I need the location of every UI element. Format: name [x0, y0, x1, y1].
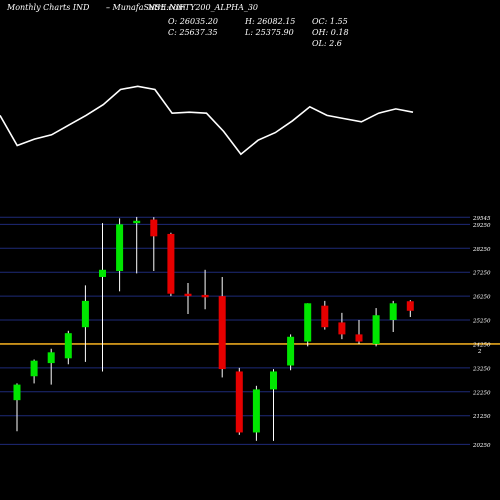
y-tick-label: 20250	[472, 443, 491, 449]
brand-label: Monthly Charts IND	[7, 3, 90, 12]
close-value: C: 25637.35	[168, 28, 218, 37]
candles	[13, 216, 414, 441]
y-tick-label: 24250	[472, 342, 491, 348]
y-tick-label: 21250	[472, 414, 491, 420]
candle-up-body	[47, 352, 55, 364]
price-grid	[0, 216, 500, 445]
candle-up-body	[270, 371, 277, 390]
candle-up-body	[13, 384, 21, 401]
symbol-label: NSE:NIFTY200_ALPHA_30	[148, 3, 259, 12]
y-tick-label: 26250	[472, 295, 491, 301]
candle-down-body	[355, 334, 363, 342]
candle-up-body	[133, 220, 141, 224]
candle-down-body	[321, 305, 329, 328]
candle-down-body	[150, 219, 158, 237]
y-tick-label: 22250	[472, 390, 491, 396]
ohlc-mid-block: H: 26082.15 L: 25375.90	[245, 16, 295, 38]
oc-value: OC: 1.55	[312, 17, 348, 26]
source-label: – MunafaSutra.com	[106, 3, 186, 12]
open-value: O: 26035.20	[168, 17, 218, 26]
candle-up-body	[99, 269, 106, 277]
y-tick-label: 29545	[472, 216, 491, 222]
candle-down-body	[218, 296, 226, 370]
candle-up-body	[116, 224, 124, 271]
candle-up-body	[287, 336, 295, 366]
oh-value: OH: 0.18	[312, 28, 349, 37]
y-tick-label: 28250	[472, 247, 491, 253]
candle-down-body	[235, 371, 243, 433]
candle-down-body	[167, 233, 175, 294]
price-axis-labels: 20250 21250 22250 23250 24250 25250 26250 27250…	[472, 216, 491, 449]
y-tick-label: 23250	[472, 366, 491, 372]
y-tick-label: 27250	[472, 271, 491, 277]
y-tick-label: 29250	[472, 223, 491, 229]
candle-down-body	[406, 301, 414, 311]
candle-up-body	[304, 303, 312, 342]
candle-down-body	[338, 322, 346, 335]
ohlc-right-block: OC: 1.55 OH: 0.18 OL: 2.6	[312, 16, 349, 49]
y-tick-label: 25250	[472, 319, 491, 325]
candle-up-body	[30, 360, 38, 377]
candle-up-body	[64, 333, 72, 359]
candle-up-body	[252, 389, 260, 433]
candle-up-body	[389, 303, 397, 321]
ohlc-left-block: O: 26035.20 C: 25637.35	[168, 16, 218, 38]
candle-up-body	[81, 300, 89, 328]
ol-value: OL: 2.6	[312, 39, 342, 48]
high-value: H: 26082.15	[245, 17, 296, 26]
extra-axis-label: 2	[477, 349, 482, 355]
low-value: L: 25375.90	[245, 28, 294, 37]
candle-down-body	[184, 293, 192, 297]
candle-up-body	[372, 315, 380, 344]
candle-down-body	[201, 294, 209, 298]
indicator-panel	[0, 85, 414, 156]
indicator-line	[0, 85, 414, 156]
